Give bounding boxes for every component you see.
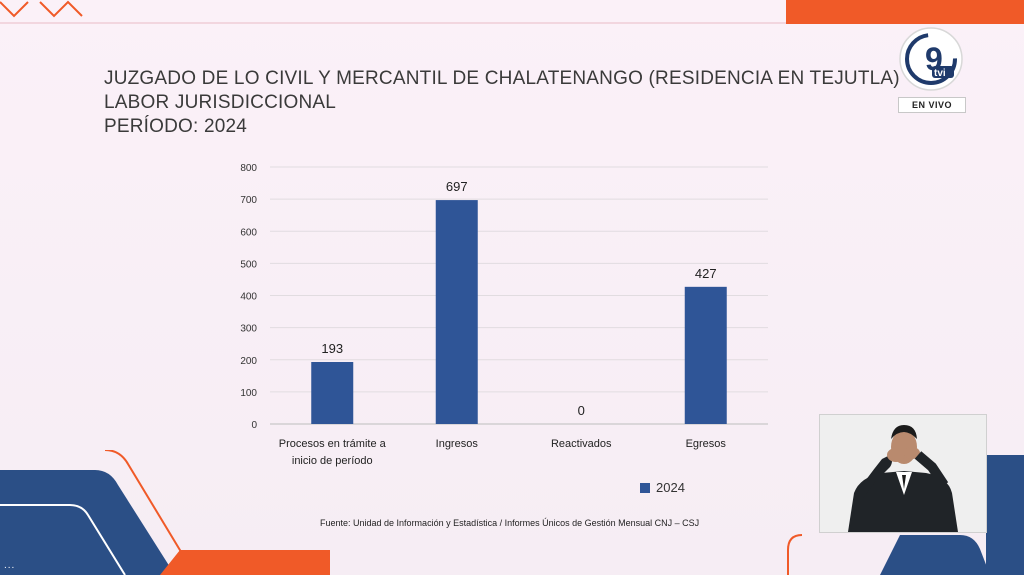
x-tick-label-3-0: Egresos: [686, 438, 727, 450]
y-tick-label-200: 200: [240, 356, 257, 367]
bar-0: [311, 361, 354, 424]
data-label-1: 697: [446, 179, 468, 194]
bar-3: [684, 286, 727, 424]
chart-legend: 2024: [640, 480, 685, 495]
corner-decoration: [0, 0, 83, 18]
data-label-2: 0: [578, 403, 585, 418]
y-tick-label-800: 800: [240, 163, 257, 174]
source-note: Fuente: Unidad de Información y Estadíst…: [320, 518, 700, 528]
orange-accent-bar: [786, 0, 1024, 24]
data-label-0: 193: [321, 341, 343, 356]
y-tick-label-300: 300: [240, 324, 257, 335]
legend-swatch: [640, 482, 650, 493]
y-tick-label-0: 0: [251, 420, 257, 431]
bar-1: [435, 200, 478, 424]
data-label-3: 427: [695, 266, 717, 281]
bottom-left-decoration: [0, 450, 330, 575]
bottom-right-decoration: [787, 455, 1024, 575]
x-tick-label-0-1: inicio de período: [292, 455, 373, 467]
sign-language-interpreter: [819, 414, 987, 533]
legend-label: 2024: [656, 480, 685, 495]
live-badge: EN VIVO: [898, 97, 966, 113]
x-tick-label-0-0: Procesos en trámite a: [279, 438, 387, 450]
x-tick-label-1-0: Ingresos: [436, 438, 479, 450]
slide-title: JUZGADO DE LO CIVIL Y MERCANTIL DE CHALA…: [104, 67, 900, 139]
logo-text: tvi: [934, 68, 946, 79]
top-divider: [0, 22, 786, 24]
title-line-1: JUZGADO DE LO CIVIL Y MERCANTIL DE CHALA…: [104, 68, 900, 89]
y-tick-label-700: 700: [240, 195, 257, 206]
y-tick-label-500: 500: [240, 259, 257, 270]
x-tick-label-2-0: Reactivados: [551, 438, 612, 450]
y-tick-label-100: 100: [240, 388, 257, 399]
title-line-3: PERÍODO: 2024: [104, 116, 248, 137]
y-tick-label-600: 600: [240, 227, 257, 238]
channel-logo-icon: 9 tvi: [899, 27, 963, 91]
title-line-2: LABOR JURISDICCIONAL: [104, 92, 337, 113]
y-tick-label-400: 400: [240, 292, 257, 303]
interpreter-figure-icon: [820, 415, 986, 532]
ticker-dots: ...: [4, 560, 16, 571]
bars-layer: [311, 200, 727, 424]
labels-layer: 0 100 200 300 400 500 600 700 800 193 Procesos en …: [240, 163, 726, 467]
